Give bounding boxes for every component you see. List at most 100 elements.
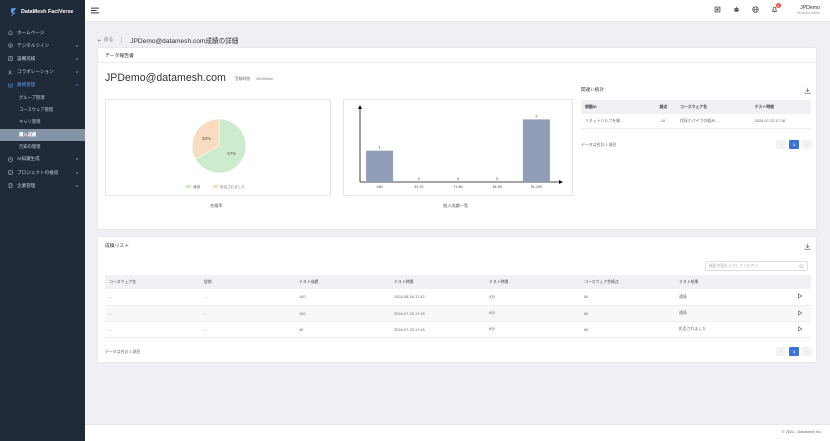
back-button[interactable]: 戻る (97, 37, 113, 43)
prev-page-button[interactable]: ‹ (776, 347, 786, 356)
column-header[interactable]: 問題ID (581, 100, 656, 114)
x-tick-label: ≤50 (377, 185, 383, 189)
pass-rate-caption: 合格率 (210, 203, 223, 208)
legend-swatch (186, 185, 191, 188)
search-icon[interactable] (799, 264, 804, 269)
building-icon (8, 183, 13, 189)
table-cell-action (793, 289, 811, 306)
download-icon[interactable] (804, 243, 811, 250)
sidebar-item-ai-knowledge[interactable]: AI知識生成 (0, 153, 85, 166)
user-role: Business Admin (797, 11, 820, 15)
sidebar-subitem-career[interactable]: キャリ管理 (19, 119, 41, 125)
pie-slice (194, 118, 247, 174)
sidebar-subitem-notice[interactable]: 告知の管理 (19, 143, 41, 149)
breadcrumb-divider (121, 37, 123, 43)
chevron-down-icon (75, 158, 79, 161)
error-stats-table: 問題ID 誤点 コースウェア名 テスト時間 リネットバルブを開… -10 伐採ホ… (581, 100, 811, 129)
pass-rate-chart-panel: 67% 33% 通過 拒否されました (105, 99, 331, 196)
sidebar-item-label: 設備巡検 (17, 55, 36, 61)
legend-swatch (213, 185, 218, 188)
table-cell: 2024-08-16 17:42 (390, 289, 485, 306)
menu-toggle-icon[interactable] (91, 7, 99, 14)
table-header-row: コースウェア名 従前 テスト成績 テスト時間 テスト時間 コースウェア合格点 テ… (105, 275, 811, 289)
sidebar-item-digital-twin[interactable]: デジタルツイン (0, 39, 85, 52)
search-input[interactable]: 検索内容を入力してください (705, 261, 808, 271)
sidebar-subitem-courseware[interactable]: コースウェア管理 (19, 107, 54, 113)
pass-rate-pie-chart: 67% 33% 通過 拒否されました (186, 118, 247, 189)
page-button-current[interactable]: 1 (789, 347, 799, 356)
table-row[interactable]: -- -- 100 2024-07-23 17:18 8分 60 通過 (105, 305, 811, 322)
sidebar-item-collaboration[interactable]: コラボレーション (0, 66, 85, 79)
sidebar-item-label: 企業管理 (17, 182, 36, 188)
error-stats-total: データは合計 1 項目 (581, 142, 617, 147)
column-header: コースウェア名 (676, 100, 751, 114)
table-cell: 8分 (485, 305, 580, 322)
sidebar-item-label: ホームページ (17, 29, 45, 35)
column-header: コースウェア名 (105, 275, 200, 289)
breadcrumb: 戻る JPDemo@datamesh.com成績の詳細 (97, 35, 238, 45)
sidebar-subitem-grades[interactable]: 購入成績 (0, 128, 85, 141)
play-icon[interactable] (797, 293, 803, 299)
table-row[interactable]: リネットバルブを開… -10 伐採ホパイプの組み… 2024-07-23 17:… (581, 114, 811, 129)
data-report-card: データ報告書 JPDemo@datamesh.com 受験時間 00h33min … (97, 47, 817, 230)
x-tick-label: 71-80 (453, 185, 462, 189)
table-cell-action (793, 321, 811, 338)
chevron-down-icon (75, 44, 79, 47)
student-email: JPDemo@datamesh.com (105, 72, 226, 84)
sidebar-item-qualification[interactable]: 資格管理 (0, 79, 85, 92)
globe-icon[interactable] (752, 6, 759, 13)
table-cell: 2024-07-23 17:18 (390, 305, 485, 322)
page-button-current[interactable]: 1 (789, 140, 799, 149)
copyright: © 2024 - DataMesh Inc. (781, 430, 822, 434)
back-label: 戻る (104, 37, 114, 42)
page-title: JPDemo@datamesh.com成績の詳細 (130, 38, 239, 45)
grade-table: コースウェア名 従前 テスト成績 テスト時間 テスト時間 コースウェア合格点 テ… (105, 275, 811, 338)
x-tick-label: 91-100 (531, 185, 542, 189)
score-bar-chart: 1 ≤50 0 51-70 0 71-80 0 81-90 2 91-100 (358, 105, 563, 189)
grade-list-card: 成績リスト 検索内容を入力してください コースウェア名 従前 テスト成績 テスト… (97, 236, 817, 363)
grade-list-pagination: ‹ 1 › (776, 347, 812, 356)
user-menu[interactable]: JPDemo Business Admin (797, 5, 820, 15)
fullscreen-icon[interactable] (714, 6, 721, 13)
download-icon[interactable] (804, 87, 811, 94)
table-cell: 8分 (485, 321, 580, 338)
pie-slice-label: 67% (227, 151, 236, 156)
brand-name: DataMesh FactVerse (21, 9, 74, 15)
search-placeholder: 検索内容を入力してください (709, 263, 759, 268)
sidebar-subitem-group[interactable]: グループ管理 (19, 95, 45, 101)
sidebar-item-label: プロジェクトの検収 (17, 169, 59, 175)
sidebar-item-home[interactable]: ホームページ (0, 26, 85, 39)
sidebar-item-enterprise[interactable]: 企業管理 (0, 179, 85, 192)
sidebar-item-inspection[interactable]: 設備巡検 (0, 52, 85, 65)
certificate-icon (8, 83, 13, 88)
chevron-down-icon (75, 171, 79, 174)
bar-value-label: 0 (496, 177, 498, 181)
notification-badge: 6 (776, 3, 781, 8)
table-cell: 通過 (675, 305, 793, 322)
column-header[interactable]: 誤点 (655, 100, 677, 114)
score-chart-panel: 1 ≤50 0 51-70 0 71-80 0 81-90 2 91-100 (343, 99, 573, 196)
brand-logo-icon (10, 7, 17, 17)
table-row[interactable]: -- -- 40 2024-07-23 17:16 8分 60 拒否されました (105, 321, 811, 338)
grade-list-total: データは合計 3 項目 (105, 349, 141, 354)
arrow-left-icon (97, 38, 101, 42)
next-page-button[interactable]: › (802, 347, 812, 356)
table-row[interactable]: -- -- 100 2024-08-16 17:42 4分 60 通過 (105, 289, 811, 306)
table-cell: -- (200, 305, 295, 322)
prev-page-button[interactable]: ‹ (776, 140, 786, 149)
chevron-down-icon (75, 184, 79, 188)
robot-icon[interactable] (733, 6, 740, 13)
error-stats-pagination: ‹ 1 › (776, 140, 812, 149)
play-icon[interactable] (797, 325, 803, 332)
table-cell: 伐採ホパイプの組み… (676, 114, 751, 129)
brand[interactable]: DataMesh FactVerse (0, 0, 85, 24)
table-cell: -- (105, 305, 200, 322)
next-page-button[interactable]: › (802, 140, 812, 149)
sidebar-item-project-acceptance[interactable]: プロジェクトの検収 (0, 166, 85, 179)
notification-button[interactable]: 6 (771, 3, 781, 13)
play-icon[interactable] (797, 309, 803, 316)
y-axis-arrow (358, 105, 362, 109)
data-report-heading: データ報告書 (98, 48, 816, 63)
column-header: テスト成績 (295, 275, 390, 289)
topbar-actions: 6 (714, 3, 781, 13)
